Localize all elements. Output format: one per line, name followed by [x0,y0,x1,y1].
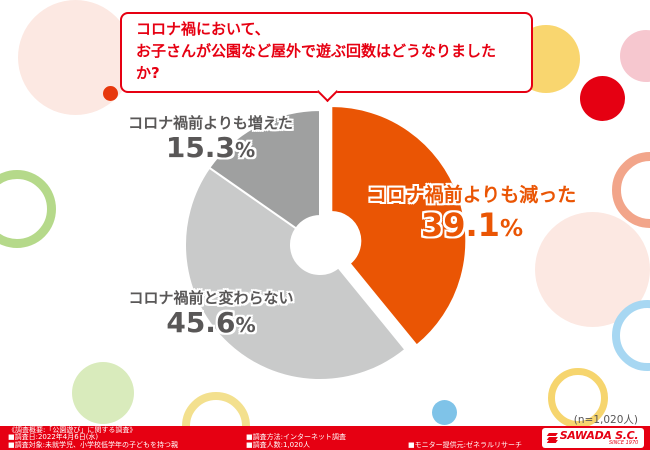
value-number: 39.1 [420,205,500,244]
decorative-ring [612,300,650,371]
value-unit: % [499,215,524,242]
value-number: 45.6 [166,306,236,339]
label-decreased-text: コロナ禍前よりも減った [367,184,577,206]
decorative-ring [0,170,56,248]
decorative-circle [432,400,457,425]
label-increased-text: コロナ禍前よりも増えた [128,114,293,132]
decorative-circle [72,362,134,424]
footer-count: ■調査人数:1,020人 [246,440,311,449]
question-line2: お子さんが公園など屋外で遊ぶ回数はどうなりましたか? [136,41,497,82]
label-increased: コロナ禍前よりも増えた 15.3% [118,114,303,164]
decorative-circle [103,86,118,101]
pie-segment-1 [184,166,407,381]
pie-segment-2 [208,109,321,230]
logo-name: SAWADA S.C. [559,429,639,442]
sample-size-note: (n=1,020人) [573,414,638,426]
footer-monitor: ■モニター提供元:ゼネラルリサーチ [408,440,522,449]
footer-column-2: ■調査方法:インターネット調査 ■調査人数:1,020人 [246,427,408,449]
logo-stripes-icon [546,433,558,443]
footer-method: ■調査方法:インターネット調査 [246,433,346,442]
footer-date: ■調査日:2022年4月6日(水) [8,433,99,442]
label-increased-value: 15.3% [118,131,303,164]
footer-column-1: 《調査概要:「公園遊び」に関する調査》 ■調査日:2022年4月6日(水) ■調… [8,426,246,449]
label-unchanged: コロナ禍前と変わらない 45.6% [116,289,306,339]
logo-tagline: SINCE 1970 [608,440,639,446]
value-unit: % [234,138,256,162]
decorative-ring [182,392,250,450]
label-unchanged-text: コロナ禍前と変わらない [128,289,294,307]
question-line1: コロナ禍において、 [136,20,270,38]
footer-overview: 《調査概要:「公園遊び」に関する調査》 [8,426,137,434]
sawada-logo: SAWADA S.C. SINCE 1970 [542,428,644,448]
value-number: 15.3 [165,131,235,164]
decorative-circle [620,30,650,82]
logo-text: SAWADA S.C. SINCE 1970 [560,430,639,446]
decorative-ring [548,368,608,428]
donut-chart [184,104,468,381]
question-title: コロナ禍において、 お子さんが公園など屋外で遊ぶ回数はどうなりましたか? [120,12,533,103]
footer-target: ■調査対象:未就学児、小学校低学年の子どもを持つ親 [8,440,178,449]
pie-segment-0 [330,104,468,347]
label-unchanged-value: 45.6% [116,306,306,339]
survey-footer: 《調査概要:「公園遊び」に関する調査》 ■調査日:2022年4月6日(水) ■調… [0,426,650,450]
footer-column-3: ■モニター提供元:ゼネラルリサーチ [408,427,546,449]
decorative-circle [580,76,625,121]
value-unit: % [235,313,256,337]
decorative-ring [612,152,650,228]
label-decreased: コロナ禍前よりも減った 39.1% [358,184,586,244]
label-decreased-value: 39.1% [358,205,586,244]
